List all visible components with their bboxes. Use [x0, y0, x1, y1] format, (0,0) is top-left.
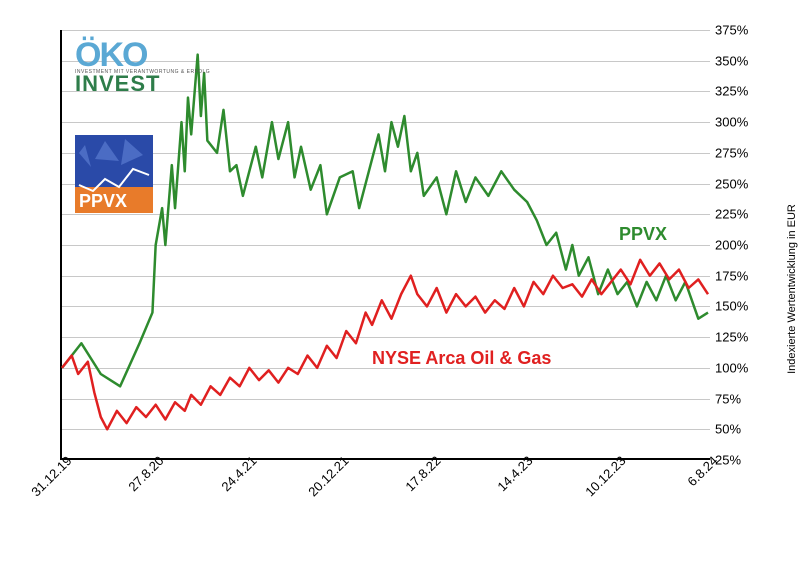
y-tick-label: 250%	[715, 176, 765, 191]
logo-text-oko: ÖKO	[75, 40, 225, 71]
series-label-ppvx: PPVX	[619, 224, 667, 245]
y-tick-label: 100%	[715, 360, 765, 375]
y-tick-label: 150%	[715, 299, 765, 314]
y-tick-label: 350%	[715, 53, 765, 68]
series-line-ppvx	[62, 55, 708, 387]
ppvx-logo-text: PPVX	[79, 191, 127, 211]
y-tick-label: 50%	[715, 422, 765, 437]
oko-invest-logo: ÖKO INVESTMENT MIT VERANTWORTUNG & ERFOL…	[75, 40, 225, 97]
y-axis-label: Indexierte Wertentwicklung in EUR	[786, 204, 798, 374]
y-tick-label: 300%	[715, 115, 765, 130]
y-tick-label: 75%	[715, 391, 765, 406]
series-label-nyse-arca-oil-gas: NYSE Arca Oil & Gas	[372, 348, 551, 369]
y-tick-label: 375%	[715, 23, 765, 38]
y-tick-label: 200%	[715, 238, 765, 253]
ppvx-logo: PPVX	[75, 135, 153, 213]
y-tick-label: 225%	[715, 207, 765, 222]
y-tick-label: 25%	[715, 453, 765, 468]
y-tick-label: 325%	[715, 84, 765, 99]
y-tick-label: 175%	[715, 268, 765, 283]
y-tick-label: 275%	[715, 145, 765, 160]
y-tick-label: 125%	[715, 330, 765, 345]
series-line-nyse-arca-oil-gas	[62, 260, 708, 430]
